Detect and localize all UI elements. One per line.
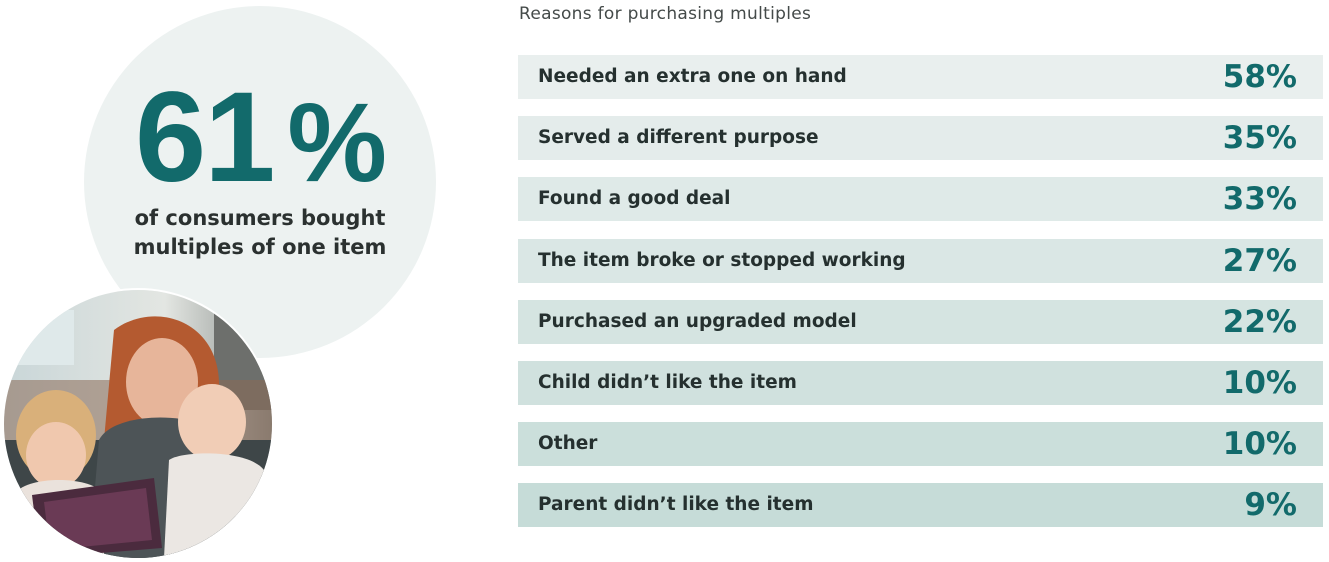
bar-row: The item broke or stopped working 27% [518,239,1323,283]
bar-row: Found a good deal 33% [518,177,1323,221]
bar-value: 9% [1244,487,1297,523]
bar-row: Needed an extra one on hand 58% [518,55,1323,99]
bar-row: Child didn’t like the item 10% [518,361,1323,405]
bar-label: Child didn’t like the item [538,372,797,393]
bar-value: 58% [1222,59,1297,95]
bar-label: Purchased an upgraded model [538,311,857,332]
stat-percentage: 61% [84,74,436,207]
stat-caption-line-1: of consumers bought [134,206,386,230]
bar-label: Found a good deal [538,188,731,209]
bar-row: Other 10% [518,422,1323,466]
bar-row: Purchased an upgraded model 22% [518,300,1323,344]
stat-caption: of consumers bought multiples of one ite… [84,204,436,262]
family-photo [4,290,272,558]
bar-row: Served a different purpose 35% [518,116,1323,160]
bar-label: Served a different purpose [538,127,819,148]
stat-percent-sign: % [287,80,387,205]
bar-label: Other [538,433,598,454]
stat-caption-line-2: multiples of one item [133,235,387,259]
bar-label: Parent didn’t like the item [538,494,814,515]
bar-value: 35% [1222,120,1297,156]
bar-value: 22% [1222,304,1297,340]
bar-value: 10% [1222,365,1297,401]
bar-value: 33% [1222,181,1297,217]
stat-number: 61 [135,66,275,209]
bar-row: Parent didn’t like the item 9% [518,483,1323,527]
bar-label: The item broke or stopped working [538,250,906,271]
bar-label: Needed an extra one on hand [538,66,847,87]
bar-value: 27% [1222,243,1297,279]
chart-title: Reasons for purchasing multiples [519,4,812,24]
bar-value: 10% [1222,426,1297,462]
